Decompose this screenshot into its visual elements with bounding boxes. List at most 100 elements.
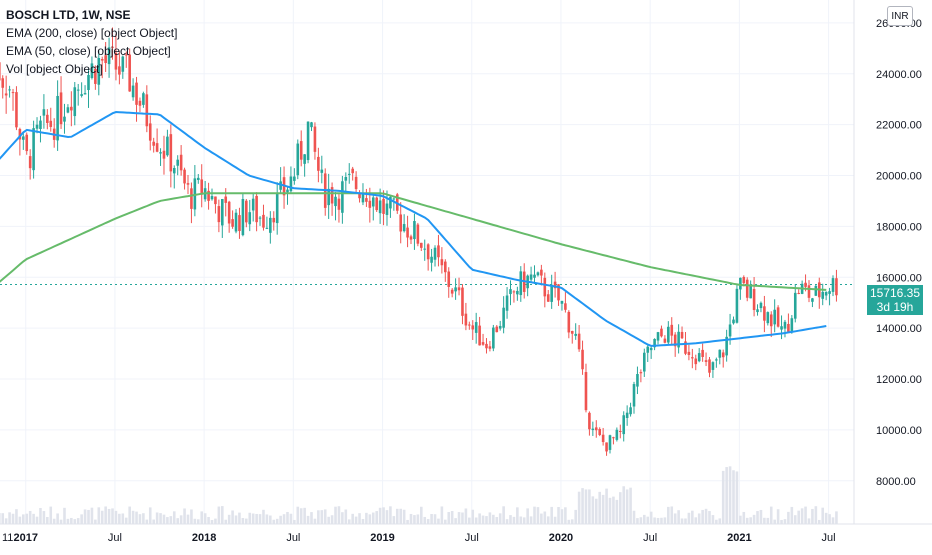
candle	[721, 349, 725, 368]
volume-bar	[433, 514, 437, 524]
currency-button[interactable]: INR	[887, 6, 913, 26]
volume-bar	[807, 518, 811, 524]
candle	[313, 122, 317, 160]
candle	[560, 300, 564, 311]
candle	[828, 287, 831, 306]
volume-bar	[464, 508, 468, 524]
volume-bar	[763, 517, 766, 524]
candle	[646, 345, 650, 363]
volume-bar	[282, 514, 286, 524]
volume-bar	[478, 513, 481, 524]
volume-bar	[704, 508, 708, 524]
candle	[155, 128, 159, 153]
volume-bar	[725, 467, 728, 524]
volume-bar	[804, 506, 807, 524]
volume-bar	[179, 515, 183, 524]
volume-bar	[824, 512, 828, 524]
candle	[25, 132, 29, 155]
candle	[413, 213, 416, 250]
volume-bar	[39, 507, 42, 524]
volume-bar	[684, 518, 687, 524]
volume-bar	[190, 509, 193, 524]
candle	[251, 193, 255, 222]
volume-bar	[800, 508, 804, 524]
volume-bar	[550, 506, 553, 524]
candle	[100, 56, 104, 79]
volume-bar	[330, 515, 334, 524]
volume-bar	[124, 517, 128, 524]
volume-bar	[1, 513, 5, 524]
candle	[811, 297, 814, 308]
candle	[797, 289, 800, 295]
volume-bar	[296, 506, 300, 524]
candle	[107, 37, 111, 78]
volume-bar	[317, 510, 320, 524]
candle	[512, 290, 516, 303]
volume-bar	[395, 508, 399, 524]
candle	[341, 175, 344, 224]
volume-bar	[35, 516, 39, 524]
volume-bar	[817, 519, 821, 524]
candle	[317, 147, 320, 183]
volume-bar	[323, 509, 327, 524]
volume-bar	[749, 517, 752, 524]
candle	[375, 196, 378, 212]
candle	[286, 186, 289, 205]
volume-bar	[584, 489, 588, 524]
volume-bar	[835, 511, 838, 524]
volume-bar	[636, 518, 639, 524]
volume-bar	[49, 506, 53, 524]
volume-bar	[715, 519, 718, 524]
candle	[337, 193, 341, 223]
candle	[18, 127, 22, 156]
volume-bar	[221, 506, 224, 524]
volume-bar	[382, 507, 385, 524]
candle	[49, 107, 53, 132]
candle	[790, 315, 794, 334]
volume-bar	[224, 519, 228, 524]
candle	[447, 267, 451, 298]
candle	[186, 174, 190, 195]
candle	[543, 272, 547, 308]
ema200-legend[interactable]: EMA (200, close) [object Object]	[6, 26, 178, 40]
y-tick-label: 16000.00	[876, 272, 922, 284]
volume-legend[interactable]: Vol [object Object]	[6, 62, 103, 76]
candle	[159, 148, 162, 166]
volume-bar	[591, 496, 595, 524]
candle	[169, 124, 173, 188]
candle	[488, 340, 492, 352]
volume-bar	[320, 510, 324, 524]
volume-bar	[245, 518, 248, 524]
candle	[509, 280, 512, 306]
symbol-title[interactable]: BOSCH LTD, 1W, NSE	[6, 8, 131, 22]
price-axis[interactable]: 26000.0024000.0022000.0020000.0018000.00…	[876, 18, 922, 488]
candle	[118, 51, 121, 85]
volume-bar	[409, 513, 413, 524]
candle	[766, 311, 770, 326]
time-axis[interactable]: 11 2017 Jul 2018 Jul 2019 Jul 2020 Jul 2021 Jul	[2, 532, 836, 544]
volume-bar	[567, 519, 571, 524]
candle	[73, 82, 77, 126]
candle	[663, 335, 667, 344]
volume-bar	[313, 518, 317, 524]
candle	[238, 207, 241, 239]
volume-bar	[258, 514, 262, 524]
ema50-legend[interactable]: EMA (50, close) [object Object]	[6, 44, 171, 58]
candle	[162, 135, 166, 175]
candle	[756, 304, 759, 316]
volume-bar	[66, 518, 70, 524]
volume-bar	[183, 508, 186, 524]
candle	[275, 182, 279, 235]
candle	[59, 76, 63, 129]
candle	[214, 196, 217, 214]
candle	[622, 411, 626, 442]
volume-bar	[660, 517, 663, 524]
volume-bar	[142, 513, 145, 524]
volume-bar	[97, 507, 101, 524]
candle	[660, 325, 663, 338]
volume-bar	[402, 509, 406, 524]
volume-bar	[279, 515, 282, 524]
candle	[516, 286, 519, 301]
